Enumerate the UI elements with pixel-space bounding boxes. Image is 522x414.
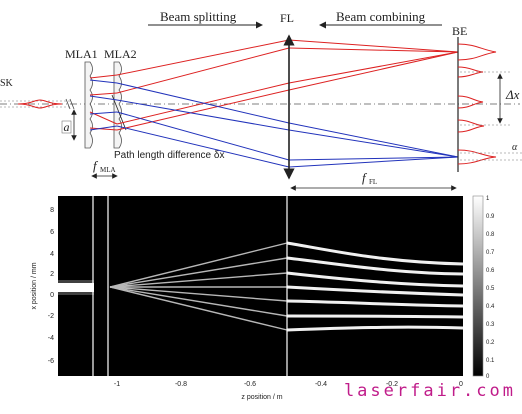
optical-setup-diagram: Beam splitting Beam combining FL BE MLA1…: [0, 9, 522, 191]
beam-splitting-label: Beam splitting: [160, 9, 237, 24]
output-beam-profiles: [457, 43, 497, 165]
axis-break-mark: [65, 98, 71, 110]
colorbar-tick: 0.2: [486, 340, 495, 346]
colorbar-tick: 0.5: [486, 286, 495, 292]
f-mla-label: f: [93, 158, 99, 173]
f-fl-label: f: [362, 170, 368, 185]
pitch-label-box: [61, 120, 72, 134]
y-tick: 2: [50, 271, 54, 278]
colorbar-tick: 0.3: [486, 322, 495, 328]
y-tick: 4: [50, 251, 54, 258]
colorbar-tick: 0.1: [486, 358, 495, 364]
be-label: BE: [452, 24, 467, 38]
split-beam-fan: [94, 236, 287, 328]
y-tick: -6: [48, 358, 54, 365]
blue-rays: [116, 82, 459, 168]
input-beam-profile: [17, 99, 63, 109]
split-beamlet-lines: [109, 242, 288, 331]
colorbar-tick: 0: [486, 374, 490, 380]
x-tick: -1: [114, 381, 120, 388]
combined-beamlet-lines: [286, 241, 464, 332]
y-tick: 0: [50, 292, 54, 299]
f-mla-subscript: MLA: [100, 166, 116, 174]
beam-combining-label: Beam combining: [336, 9, 426, 24]
y-tick: 8: [50, 207, 54, 214]
x-tick: 0: [459, 381, 463, 388]
delta-x-label: Δx: [505, 87, 520, 102]
input-beam-streak: [58, 283, 94, 292]
y-tick: -4: [48, 335, 54, 342]
y-tick-labels: 8 6 4 2 0 -2 -4 -6: [48, 207, 54, 365]
y-axis-label: x position / mm: [31, 262, 38, 309]
y-tick: 6: [50, 229, 54, 236]
x-tick: -0.6: [244, 381, 256, 388]
colorbar-tick: 0.6: [486, 268, 495, 274]
input-beam-halo: [58, 280, 94, 295]
f-fl-subscript: FL: [369, 178, 377, 186]
x-tick: -0.4: [315, 381, 327, 388]
x-axis-label: z position / m: [241, 394, 282, 401]
colorbar-tick: 0.9: [486, 214, 495, 220]
axis-break-mark: [69, 98, 75, 110]
blue-rays-lenslet: [89, 79, 118, 131]
intensity-heatmap: 8 6 4 2 0 -2 -4 -6 x position / mm -1 -0…: [31, 195, 495, 401]
colorbar: [472, 195, 484, 377]
mla1-lens-array: [84, 61, 93, 149]
colorbar-tick: 0.7: [486, 250, 495, 256]
red-rays-lenslet: [89, 74, 118, 131]
mla1-label: MLA1: [65, 47, 98, 61]
red-rays: [116, 39, 459, 131]
colorbar-tick: 0.8: [486, 232, 495, 238]
x-tick: -0.8: [175, 381, 187, 388]
x-tick-labels: -1 -0.8 -0.6 -0.4 -0.2 0: [114, 381, 463, 388]
mla2-label: MLA2: [104, 47, 137, 61]
pitch-label: a: [64, 120, 70, 134]
x-tick: -0.2: [386, 381, 398, 388]
fl-label: FL: [280, 11, 294, 25]
watermark: laserfair.com: [343, 381, 516, 401]
colorbar-tick: 0.4: [486, 304, 495, 310]
sk-label: SK: [0, 78, 14, 89]
colorbar-ticks: 1 0.9 0.8 0.7 0.6 0.5 0.4 0.3 0.2 0.1 0: [486, 196, 495, 380]
colorbar-tick: 1: [486, 196, 490, 202]
path-difference-label: Path length difference δx: [114, 150, 224, 161]
y-tick: -2: [48, 313, 54, 320]
alpha-label: α: [512, 142, 518, 153]
